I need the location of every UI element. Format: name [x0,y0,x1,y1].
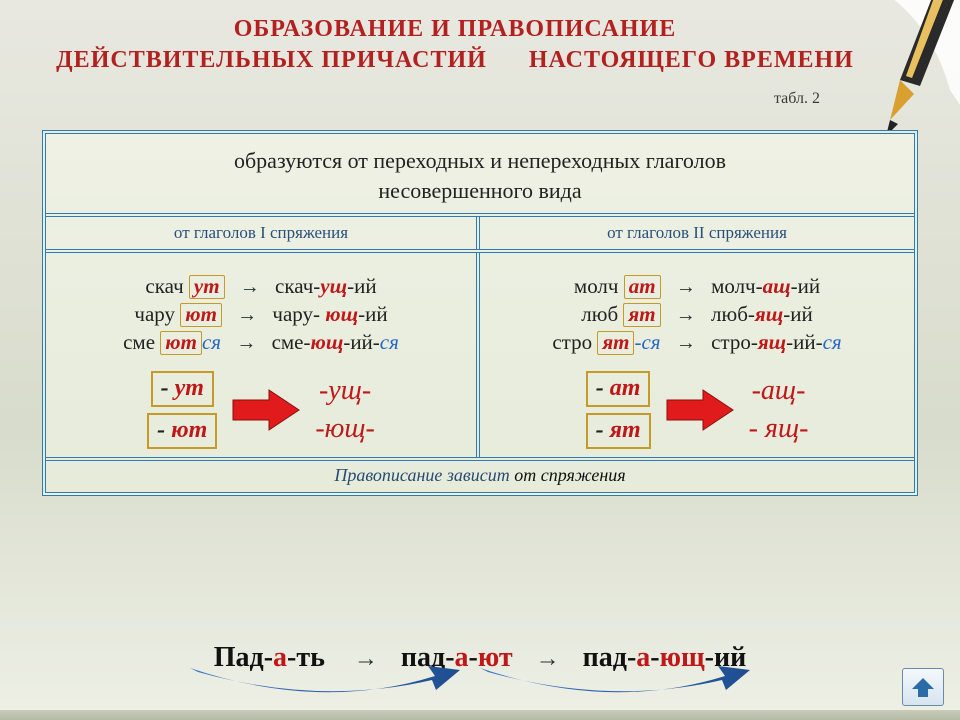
example-line: чару ют → чару- ющ-ий [60,302,462,327]
arrow-icon: → [666,304,706,326]
right-column: молч ат → молч-ащ-ий люб ят → люб-ящ-ий … [480,253,914,457]
title-line-1: ОБРАЗОВАНИЕ И ПРАВОПИСАНИЕ [40,14,870,45]
big-arrow-icon [231,388,301,432]
examples-row: скач ут → скач-ущ-ий чару ют → чару- ющ-… [46,253,914,457]
example-line: сме ются → сме-ющ-ий-ся [60,330,462,355]
arrow-icon: → [666,276,706,298]
arrow-icon: → [332,646,394,672]
title-line-2b: НАСТОЯЩЕГО ВРЕМЕНИ [529,47,854,73]
left-column: скач ут → скач-ущ-ий чару ют → чару- ющ-… [46,253,480,457]
example-line: скач ут → скач-ущ-ий [60,274,462,299]
footnote: Правописание зависит от спряжения [46,457,914,492]
arrow-icon: → [227,304,267,326]
arrow-icon: → [230,276,270,298]
arrow-icon: → [666,332,706,354]
big-arrow-icon [665,388,735,432]
suffix-transform-right: - ат - ят -ащ- - ящ- [494,371,900,449]
arrow-icon: → [226,332,266,354]
header-line-1: образуются от переходных и непереходных … [56,146,904,176]
slide-title: ОБРАЗОВАНИЕ И ПРАВОПИСАНИЕ ДЕЙСТВИТЕЛЬНЫ… [0,0,960,80]
up-arrow-icon [910,675,936,699]
nav-home-button[interactable] [902,668,944,706]
title-line-2a: ДЕЙСТВИТЕЛЬНЫХ ПРИЧАСТИЙ [56,47,487,73]
main-table-frame: образуются от переходных и непереходных … [42,130,918,496]
example-line: стро ят-ся → стро-ящ-ий-ся [494,330,900,355]
example-line: люб ят → люб-ящ-ий [494,302,900,327]
col-head-left: от глаголов I спряжения [46,217,480,249]
table-number-label: табл. 2 [774,90,820,108]
suffix-transform-left: - ут - ют -ущ- -ющ- [60,371,462,449]
example-line: молч ат → молч-ащ-ий [494,274,900,299]
col-head-right: от глаголов II спряжения [480,217,914,249]
header-line-2: несовершенного вида [56,176,904,206]
column-headers: от глаголов I спряжения от глаголов II с… [46,213,914,253]
arrow-icon: → [520,646,576,672]
footer-bar [0,710,960,720]
derivation-example: Пад-а-ть → пад-а-ют → пад-а-ющ-ий [0,642,960,674]
table-header: образуются от переходных и непереходных … [46,134,914,213]
